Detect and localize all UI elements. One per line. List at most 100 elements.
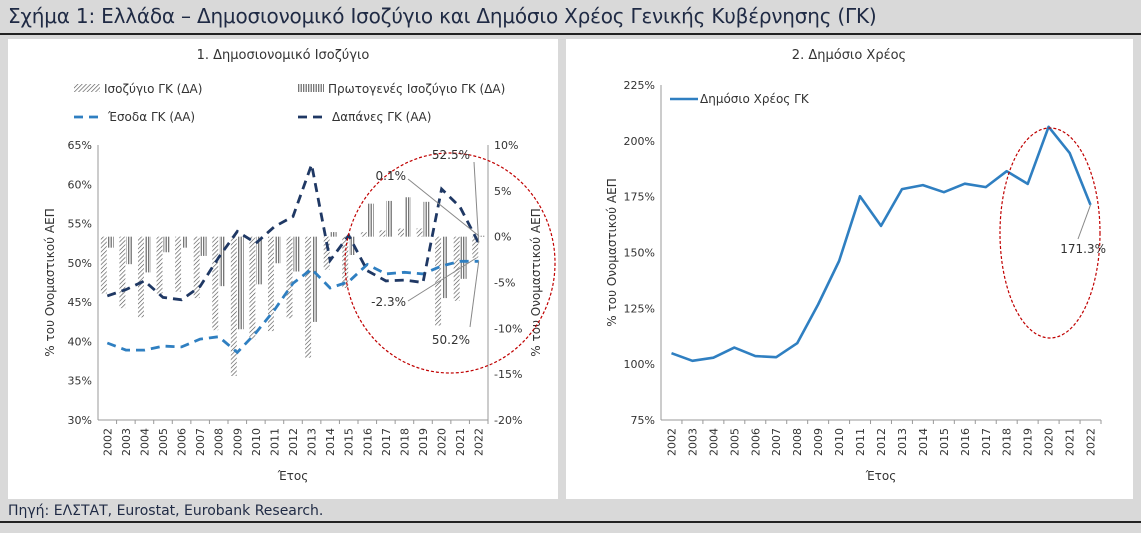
legend: Δημόσιο Χρέος ΓΚ xyxy=(670,92,810,106)
x-tick-label: 2014 xyxy=(917,428,930,456)
chart-title: 1. Δημοσιονομικό Ισοζύγιο xyxy=(197,48,370,63)
annotation-primary-2022: 0.1% xyxy=(376,169,407,183)
y-right-tick-label: -10% xyxy=(494,322,522,335)
chart-panel-public-debt: 2. Δημόσιο Χρέος 75% 100% 125% 150% 175% 200%… xyxy=(566,39,1133,499)
x-tick-label: 2004 xyxy=(707,428,720,456)
balance-bar xyxy=(379,230,386,237)
y-right-tick-label: 5% xyxy=(494,185,511,198)
legend-swatch-primary xyxy=(298,84,324,92)
expenditure-line xyxy=(106,159,480,302)
x-tick-label: 2018 xyxy=(398,428,411,456)
y-tick-label: 200% xyxy=(624,135,655,148)
x-tick-label: 2009 xyxy=(231,428,244,456)
x-tick-label: 2021 xyxy=(454,428,467,456)
x-tick-label: 2020 xyxy=(436,428,449,456)
legend-label: Δαπάνες ΓΚ (ΑΑ) xyxy=(332,110,431,124)
primary-balance-bar xyxy=(200,236,207,256)
balance-bar xyxy=(267,236,274,332)
x-tick-label: 2016 xyxy=(959,428,972,456)
x-tick-label: 2015 xyxy=(343,428,356,456)
y-tick-label: 75% xyxy=(631,414,655,427)
x-tick-label: 2022 xyxy=(1085,428,1098,456)
y-left-tick-label: 50% xyxy=(68,257,92,270)
y-left-tick-label: 60% xyxy=(68,178,92,191)
public-debt-chart: 2. Δημόσιο Χρέος 75% 100% 125% 150% 175% 200%… xyxy=(605,48,1106,483)
x-tick-label: 2002 xyxy=(665,428,678,456)
y-left-tick-label: 35% xyxy=(68,375,92,388)
highlight-circle xyxy=(344,152,556,374)
primary-balance-bar xyxy=(386,200,393,237)
y-left-tick-label: 55% xyxy=(68,218,92,231)
legend-label: Ισοζύγιο ΓΚ (ΔΑ) xyxy=(104,82,202,96)
chart-panel-fiscal-balance: 1. Δημοσιονομικό Ισοζύγιο Ισοζύγιο ΓΚ (Δ… xyxy=(8,39,558,499)
x-tick-label: 2011 xyxy=(854,428,867,456)
x-tick-label: 2022 xyxy=(473,428,486,456)
primary-balance-bar xyxy=(107,236,114,248)
primary-balance-bar xyxy=(293,236,300,272)
leader-line xyxy=(1077,204,1091,240)
balance-bar xyxy=(193,236,200,299)
leader-line xyxy=(407,178,480,237)
y-right-tick-label: -15% xyxy=(494,368,522,381)
primary-balance-bar xyxy=(367,203,374,237)
y-left-tick-label: 65% xyxy=(68,139,92,152)
annotation-debt-2022: 171.3% xyxy=(1060,242,1106,256)
x-tick-label: 2003 xyxy=(686,428,699,456)
y-tick-label: 175% xyxy=(624,191,655,204)
y-tick-label: 125% xyxy=(624,302,655,315)
legend-label: Δημόσιο Χρέος ΓΚ xyxy=(700,92,810,106)
x-tick-label: 2008 xyxy=(213,428,226,456)
x-tick-label: 2007 xyxy=(770,428,783,456)
page-title: Σχήμα 1: Ελλάδα – Δημοσιονομικό Ισοζύγιο… xyxy=(8,4,877,28)
y-tick-label: 225% xyxy=(624,79,655,92)
balance-bar xyxy=(230,236,237,376)
x-tick-label: 2005 xyxy=(728,428,741,456)
x-tick-label: 2019 xyxy=(417,428,430,456)
leader-line xyxy=(407,257,477,302)
legend-swatch-balance xyxy=(74,84,100,92)
primary-balance-bar xyxy=(442,236,449,299)
balance-bar xyxy=(137,236,144,318)
x-tick-label: 2015 xyxy=(938,428,951,456)
x-tick-label: 2013 xyxy=(306,428,319,456)
fiscal-balance-chart: 1. Δημοσιονομικό Ισοζύγιο Ισοζύγιο ΓΚ (Δ… xyxy=(43,48,556,483)
x-tick-label: 2008 xyxy=(791,428,804,456)
legend: Ισοζύγιο ΓΚ (ΔΑ) Πρωτογενές Ισοζύγιο ΓΚ (… xyxy=(74,82,505,124)
axes: 30% 35% 40% 45% 50% 55% 60% 65% -20% -15% -10% -5% 0… xyxy=(43,139,543,483)
balance-bar xyxy=(119,236,126,309)
x-tick-label: 2004 xyxy=(138,428,151,456)
balance-bar xyxy=(435,236,442,326)
y-tick-label: 100% xyxy=(624,358,655,371)
x-tick-label: 2010 xyxy=(833,428,846,456)
primary-balance-bar xyxy=(479,235,486,237)
x-tick-label: 2019 xyxy=(1022,428,1035,456)
annotation-expenditure-2022: 52.5% xyxy=(432,148,470,162)
annotations: 52.5% 0.1% -2.3% 50.2% xyxy=(344,148,556,374)
balance-bar xyxy=(286,236,293,319)
primary-balance-bar xyxy=(182,236,189,248)
primary-balance-bar xyxy=(126,236,133,265)
x-tick-label: 2014 xyxy=(324,428,337,456)
y-right-tick-label: 0% xyxy=(494,231,511,244)
primary-balance-bar xyxy=(312,236,319,322)
annotation-balance-2022: -2.3% xyxy=(371,295,406,309)
lines xyxy=(106,159,480,355)
balance-bar xyxy=(249,236,256,340)
x-tick-label: 2021 xyxy=(1064,428,1077,456)
x-tick-label: 2010 xyxy=(250,428,263,456)
balance-bar xyxy=(100,236,107,294)
legend-label: Έσοδα ΓΚ (ΑΑ) xyxy=(107,110,195,124)
bottom-rule xyxy=(0,521,1141,523)
x-tick-label: 2017 xyxy=(980,428,993,456)
y-right-tick-label: 10% xyxy=(494,139,518,152)
x-tick-label: 2020 xyxy=(1043,428,1056,456)
leader-line xyxy=(473,161,480,244)
primary-balance-bar xyxy=(349,236,356,255)
primary-balance-bar xyxy=(404,197,411,237)
x-tick-label: 2002 xyxy=(101,428,114,456)
x-tick-label: 2011 xyxy=(268,428,281,456)
primary-balance-bar xyxy=(237,236,244,330)
primary-balance-bar xyxy=(460,236,467,279)
x-tick-label: 2006 xyxy=(749,428,762,456)
primary-balance-bar xyxy=(256,236,263,285)
